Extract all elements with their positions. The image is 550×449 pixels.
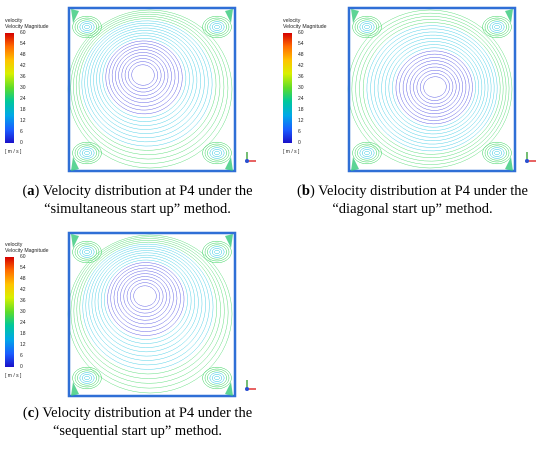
- panel-a: velocity Velocity Magnitude 60 54 48 42 …: [0, 0, 275, 230]
- velocity-legend-a: velocity Velocity Magnitude 60 54 48 42 …: [5, 18, 65, 168]
- legend-tick: 48: [298, 52, 304, 58]
- domain-frame: [67, 6, 237, 173]
- axis-triad-icon: [525, 152, 536, 163]
- legend-tick: 30: [298, 85, 304, 91]
- legend-tick: 54: [20, 265, 26, 271]
- domain-frame: [347, 6, 517, 173]
- velocity-legend-b: velocity Velocity Magnitude 60 54 48 42 …: [283, 18, 343, 168]
- legend-tick: 0: [20, 140, 23, 146]
- legend-tick: 6: [20, 129, 23, 135]
- legend-tick: 18: [20, 331, 26, 337]
- velocity-plot-c: [67, 231, 237, 398]
- legend-unit: [ m / s ]: [5, 373, 22, 379]
- velocity-plot-a: [67, 6, 237, 173]
- legend-tick: 54: [20, 41, 26, 47]
- legend-tick: 24: [20, 320, 26, 326]
- legend-tick: 12: [20, 118, 26, 124]
- streamline-field: [67, 9, 233, 169]
- legend-tick: 30: [20, 309, 26, 315]
- caption-a: (a) Velocity distribution at P4 under th…: [22, 183, 253, 217]
- legend-unit: [ m / s ]: [5, 149, 22, 155]
- streamline-field: [347, 9, 513, 169]
- legend-tick: 30: [20, 85, 26, 91]
- legend-tick: 42: [298, 63, 304, 69]
- legend-tick: 48: [20, 276, 26, 282]
- legend-tick: 54: [298, 41, 304, 47]
- legend-tick: 42: [20, 63, 26, 69]
- legend-title: velocity Velocity Magnitude: [5, 242, 49, 254]
- velocity-legend-c: velocity Velocity Magnitude 60 54 48 42 …: [5, 242, 65, 392]
- legend-tick: 12: [298, 118, 304, 124]
- legend-tick: 18: [20, 107, 26, 113]
- legend-tick: 6: [298, 129, 301, 135]
- axis-triad-icon: [245, 152, 256, 163]
- legend-title: velocity Velocity Magnitude: [5, 18, 49, 30]
- legend-title: velocity Velocity Magnitude: [283, 18, 327, 30]
- legend-colorbar: [283, 33, 292, 143]
- legend-tick: 36: [20, 74, 26, 80]
- axis-triad-icon: [245, 380, 256, 391]
- caption-b: (b) Velocity distribution at P4 under th…: [297, 183, 528, 217]
- legend-tick: 24: [298, 96, 304, 102]
- legend-colorbar: [5, 33, 14, 143]
- legend-tick: 48: [20, 52, 26, 58]
- caption-c: (c) Velocity distribution at P4 under th…: [22, 405, 253, 439]
- legend-tick: 36: [20, 298, 26, 304]
- legend-tick: 24: [20, 96, 26, 102]
- panel-c: velocity Velocity Magnitude 60 54 48 42 …: [0, 228, 275, 449]
- legend-tick: 42: [20, 287, 26, 293]
- streamline-field: [67, 234, 233, 394]
- panel-b: velocity Velocity Magnitude 60 54 48 42 …: [275, 0, 550, 230]
- legend-unit: [ m / s ]: [283, 149, 300, 155]
- domain-frame: [67, 231, 237, 398]
- legend-tick: 12: [20, 342, 26, 348]
- legend-tick: 60: [298, 30, 304, 36]
- legend-tick: 0: [20, 364, 23, 370]
- legend-tick: 18: [298, 107, 304, 113]
- legend-tick: 0: [298, 140, 301, 146]
- velocity-plot-b: [347, 6, 517, 173]
- legend-tick: 60: [20, 30, 26, 36]
- legend-colorbar: [5, 257, 14, 367]
- legend-tick: 60: [20, 254, 26, 260]
- legend-tick: 36: [298, 74, 304, 80]
- legend-tick: 6: [20, 353, 23, 359]
